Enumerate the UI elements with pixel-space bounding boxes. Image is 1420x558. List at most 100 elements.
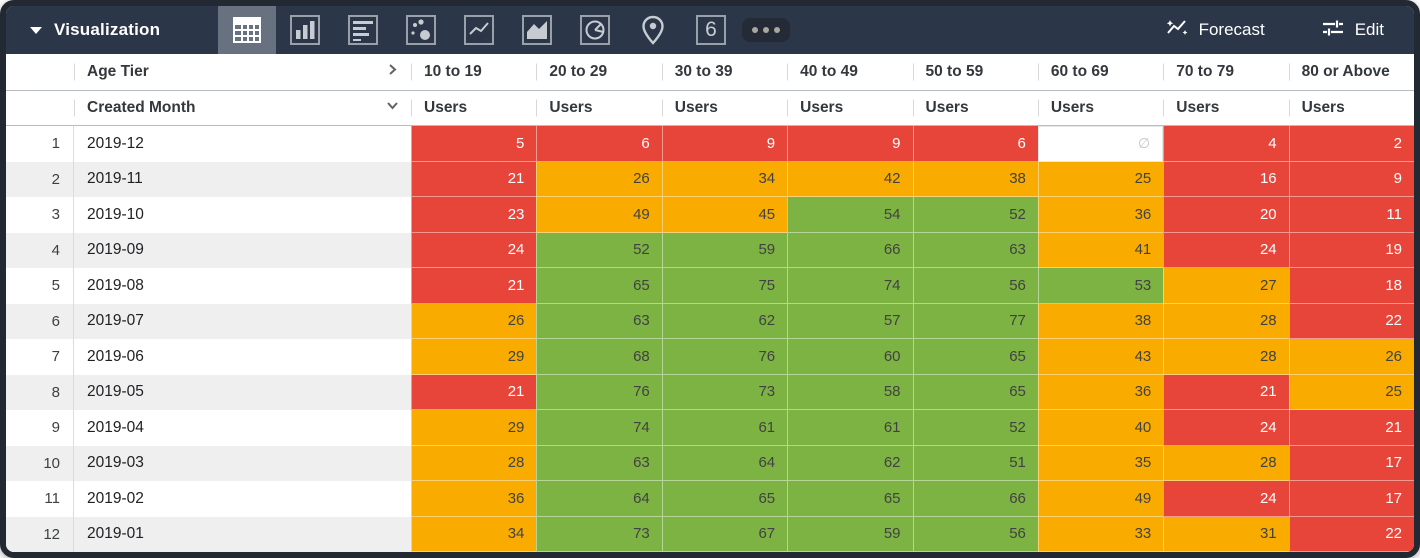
value-cell[interactable]: 54 [787, 197, 913, 233]
value-cell[interactable]: 19 [1288, 232, 1414, 268]
value-cell[interactable]: 38 [912, 161, 1038, 197]
column-header-measure[interactable]: Users [1037, 91, 1164, 126]
value-cell[interactable]: 64 [536, 481, 662, 517]
value-cell[interactable]: 26 [411, 303, 537, 339]
value-cell[interactable]: 76 [661, 339, 788, 375]
column-header-measure[interactable]: Users [536, 91, 662, 126]
value-cell[interactable]: 45 [661, 197, 788, 233]
row-label-month-cell[interactable]: 2019-09 [74, 232, 411, 268]
row-label-month-cell[interactable]: 2019-08 [74, 268, 411, 304]
value-cell[interactable]: 28 [1163, 303, 1289, 339]
value-cell[interactable]: 21 [1163, 374, 1289, 410]
chevron-right-icon[interactable] [386, 63, 399, 81]
value-cell[interactable]: 22 [1288, 516, 1414, 552]
value-cell[interactable]: 2 [1288, 126, 1414, 162]
column-header-tier[interactable]: 80 or Above [1288, 54, 1414, 91]
vis-type-line-button[interactable] [450, 6, 508, 54]
value-cell[interactable]: 21 [411, 161, 537, 197]
value-cell[interactable]: 24 [1163, 481, 1289, 517]
value-cell[interactable]: 28 [1163, 445, 1289, 481]
value-cell[interactable]: 73 [536, 516, 662, 552]
value-cell[interactable]: 9 [1288, 161, 1414, 197]
value-cell[interactable]: 42 [787, 161, 913, 197]
value-cell[interactable]: 17 [1288, 445, 1414, 481]
value-cell[interactable]: 64 [661, 445, 788, 481]
row-label-month-cell[interactable]: 2019-06 [74, 339, 411, 375]
value-cell[interactable]: 61 [661, 410, 788, 446]
value-cell[interactable]: 26 [536, 161, 662, 197]
column-header-tier[interactable]: 20 to 29 [536, 54, 662, 91]
row-label-month-cell[interactable]: 2019-11 [74, 161, 411, 197]
row-label-month-cell[interactable]: 2019-01 [74, 516, 411, 552]
value-cell[interactable]: 74 [787, 268, 913, 304]
vis-type-scatter-button[interactable] [392, 6, 450, 54]
column-header-tier[interactable]: 50 to 59 [912, 54, 1038, 91]
value-cell[interactable]: 34 [411, 516, 537, 552]
value-cell[interactable]: 65 [787, 481, 913, 517]
value-cell[interactable]: 67 [661, 516, 788, 552]
value-cell[interactable]: 51 [912, 445, 1038, 481]
value-cell[interactable]: 52 [912, 410, 1038, 446]
value-cell[interactable]: 63 [912, 232, 1038, 268]
value-cell[interactable]: 61 [787, 410, 913, 446]
value-cell[interactable]: 59 [787, 516, 913, 552]
column-header-tier[interactable]: 70 to 79 [1163, 54, 1289, 91]
value-cell[interactable]: 11 [1288, 197, 1414, 233]
value-cell[interactable]: 21 [1288, 410, 1414, 446]
value-cell[interactable]: 9 [787, 126, 913, 162]
value-cell[interactable]: 29 [411, 339, 537, 375]
value-cell[interactable]: ∅ [1037, 126, 1164, 162]
value-cell[interactable]: 9 [661, 126, 788, 162]
column-header-measure[interactable]: Users [912, 91, 1038, 126]
column-header-measure[interactable]: Users [411, 91, 537, 126]
vis-type-row-bars-button[interactable] [334, 6, 392, 54]
row-label-month-cell[interactable]: 2019-04 [74, 410, 411, 446]
value-cell[interactable]: 65 [912, 339, 1038, 375]
value-cell[interactable]: 68 [536, 339, 662, 375]
value-cell[interactable]: 33 [1037, 516, 1164, 552]
value-cell[interactable]: 18 [1288, 268, 1414, 304]
column-header-measure[interactable]: Users [1288, 91, 1414, 126]
value-cell[interactable]: 31 [1163, 516, 1289, 552]
value-cell[interactable]: 76 [536, 374, 662, 410]
value-cell[interactable]: 57 [787, 303, 913, 339]
value-cell[interactable]: 5 [411, 126, 537, 162]
value-cell[interactable]: 60 [787, 339, 913, 375]
value-cell[interactable]: 52 [912, 197, 1038, 233]
value-cell[interactable]: 38 [1037, 303, 1164, 339]
value-cell[interactable]: 56 [912, 268, 1038, 304]
row-header-created-month[interactable]: Created Month [74, 91, 411, 126]
column-header-tier[interactable]: 40 to 49 [787, 54, 913, 91]
value-cell[interactable]: 49 [536, 197, 662, 233]
value-cell[interactable]: 36 [1037, 374, 1164, 410]
visualization-collapse-toggle[interactable]: Visualization [6, 6, 218, 54]
vis-type-single-value-button[interactable]: 6 [682, 6, 740, 54]
value-cell[interactable]: 21 [411, 374, 537, 410]
value-cell[interactable]: 59 [661, 232, 788, 268]
more-vis-types-button[interactable] [740, 6, 792, 54]
value-cell[interactable]: 4 [1163, 126, 1289, 162]
value-cell[interactable]: 34 [661, 161, 788, 197]
value-cell[interactable]: 35 [1037, 445, 1164, 481]
value-cell[interactable]: 43 [1037, 339, 1164, 375]
value-cell[interactable]: 66 [787, 232, 913, 268]
value-cell[interactable]: 63 [536, 303, 662, 339]
value-cell[interactable]: 25 [1037, 161, 1164, 197]
column-header-tier[interactable]: 60 to 69 [1037, 54, 1164, 91]
column-header-tier[interactable]: 30 to 39 [661, 54, 788, 91]
value-cell[interactable]: 26 [1288, 339, 1414, 375]
vis-type-bar-button[interactable] [276, 6, 334, 54]
column-header-measure[interactable]: Users [661, 91, 788, 126]
value-cell[interactable]: 62 [661, 303, 788, 339]
dimension-header-age-tier[interactable]: Age Tier [74, 54, 411, 91]
chevron-down-icon[interactable] [386, 99, 399, 117]
value-cell[interactable]: 6 [912, 126, 1038, 162]
column-header-measure[interactable]: Users [787, 91, 913, 126]
value-cell[interactable]: 28 [411, 445, 537, 481]
value-cell[interactable]: 65 [912, 374, 1038, 410]
value-cell[interactable]: 74 [536, 410, 662, 446]
edit-button[interactable]: Edit [1321, 17, 1384, 44]
vis-type-map-button[interactable] [624, 6, 682, 54]
value-cell[interactable]: 75 [661, 268, 788, 304]
value-cell[interactable]: 52 [536, 232, 662, 268]
